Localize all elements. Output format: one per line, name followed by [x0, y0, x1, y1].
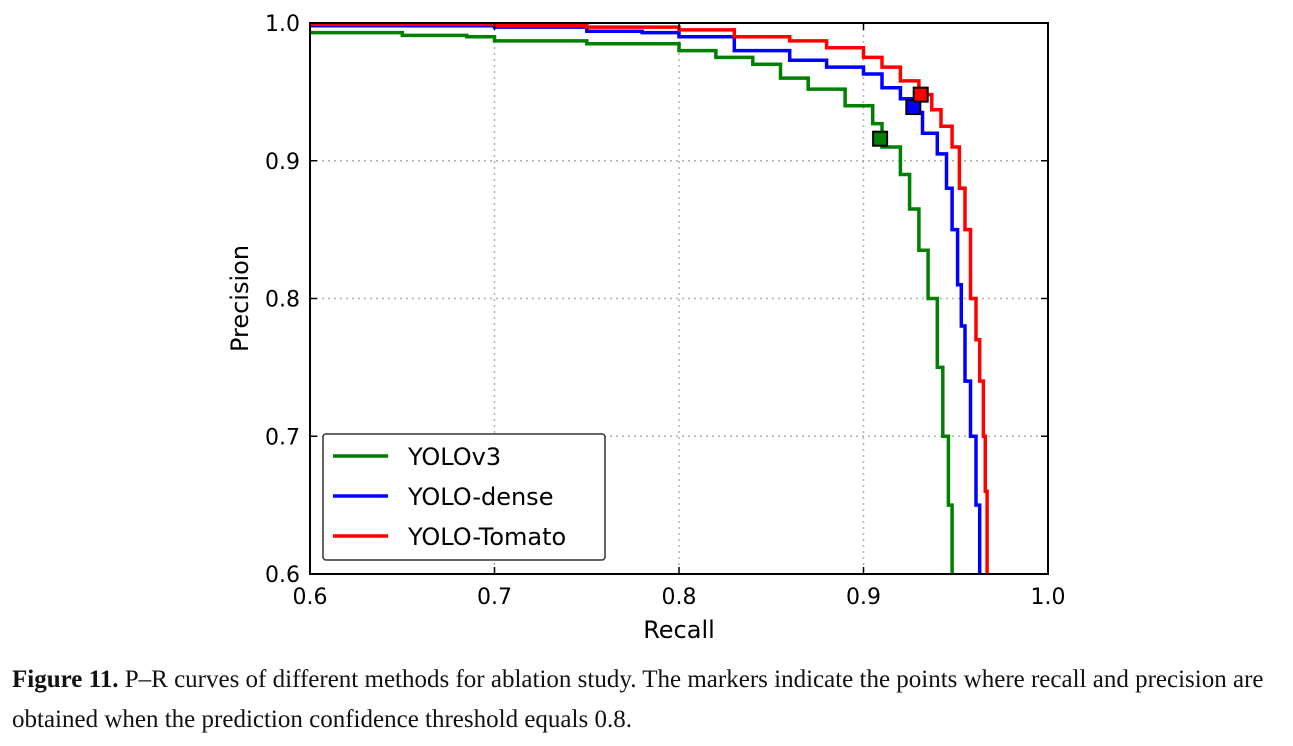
legend-label-0: YOLOv3: [407, 443, 501, 471]
y-tick-label: 0.7: [265, 425, 300, 450]
caption-label: Figure 11.: [12, 666, 119, 693]
y-axis-label: Precision: [226, 245, 254, 352]
pr-chart: 0.6 0.7 0.8 0.9 1.0 0.6 0.7 0.8 0.9 1.0 Recall Pr…: [226, 12, 1066, 644]
x-tick-label: 0.6: [293, 585, 328, 610]
axis-ticks: 0.6 0.7 0.8 0.9 1.0 0.6 0.7 0.8 0.9 1.0: [265, 12, 1066, 610]
series-line-0: [310, 30, 954, 574]
x-tick-label: 0.8: [662, 585, 697, 610]
legend-label-1: YOLO-dense: [407, 483, 553, 511]
y-tick-label: 0.6: [265, 563, 300, 588]
y-tick-label: 0.9: [265, 150, 300, 175]
y-tick-label: 1.0: [265, 12, 300, 37]
legend: YOLOv3 YOLO-dense YOLO-Tomato: [322, 433, 606, 561]
legend-box: [322, 433, 606, 561]
threshold-marker-0: [872, 130, 889, 147]
caption-text: P–R curves of different methods for abla…: [12, 666, 1264, 733]
y-tick-label: 0.8: [265, 288, 300, 313]
x-axis-label: Recall: [643, 616, 715, 644]
x-tick-label: 0.9: [846, 585, 881, 610]
threshold-markers: [872, 86, 929, 147]
figure-caption: Figure 11. P–R curves of different metho…: [12, 660, 1287, 740]
x-tick-label: 0.7: [477, 585, 512, 610]
legend-label-2: YOLO-Tomato: [407, 523, 566, 551]
series-line-2: [310, 22, 989, 574]
threshold-marker-2: [912, 86, 929, 103]
x-tick-label: 1.0: [1031, 585, 1066, 610]
